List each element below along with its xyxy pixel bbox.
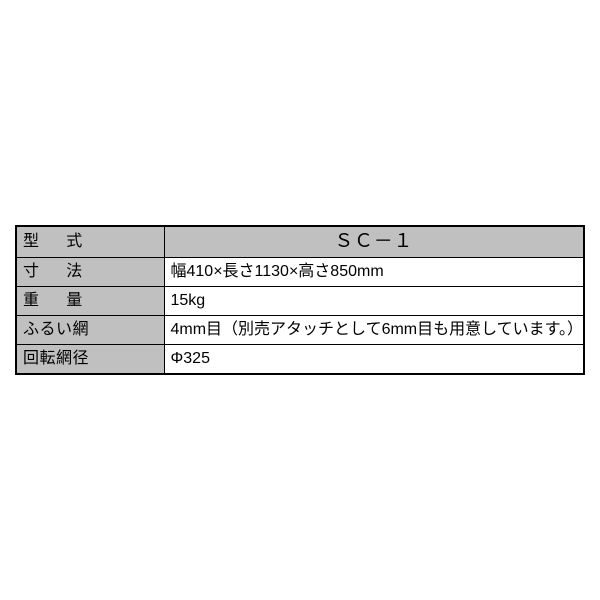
row-label-sieve: ふるい網 — [16, 316, 164, 345]
table-row: 重 量 15kg — [16, 287, 584, 316]
row-label-model: 型 式 — [16, 226, 164, 258]
row-label-weight: 重 量 — [16, 287, 164, 316]
row-value-diameter: Φ325 — [164, 345, 584, 375]
row-value-model: ＳＣ－１ — [164, 226, 584, 258]
table-row: 回転網径 Φ325 — [16, 345, 584, 375]
row-value-sieve: 4mm目（別売アタッチとして6mm目も用意しています。） — [164, 316, 584, 345]
spec-table: 型 式 ＳＣ－１ 寸 法 幅410×長さ1130×高さ850mm 重 量 15k… — [15, 225, 585, 376]
table-row: 型 式 ＳＣ－１ — [16, 226, 584, 258]
table-row: ふるい網 4mm目（別売アタッチとして6mm目も用意しています。） — [16, 316, 584, 345]
row-value-weight: 15kg — [164, 287, 584, 316]
spec-table-container: 型 式 ＳＣ－１ 寸 法 幅410×長さ1130×高さ850mm 重 量 15k… — [15, 225, 585, 376]
table-row: 寸 法 幅410×長さ1130×高さ850mm — [16, 258, 584, 287]
row-label-diameter: 回転網径 — [16, 345, 164, 375]
row-value-dimensions: 幅410×長さ1130×高さ850mm — [164, 258, 584, 287]
row-label-dimensions: 寸 法 — [16, 258, 164, 287]
